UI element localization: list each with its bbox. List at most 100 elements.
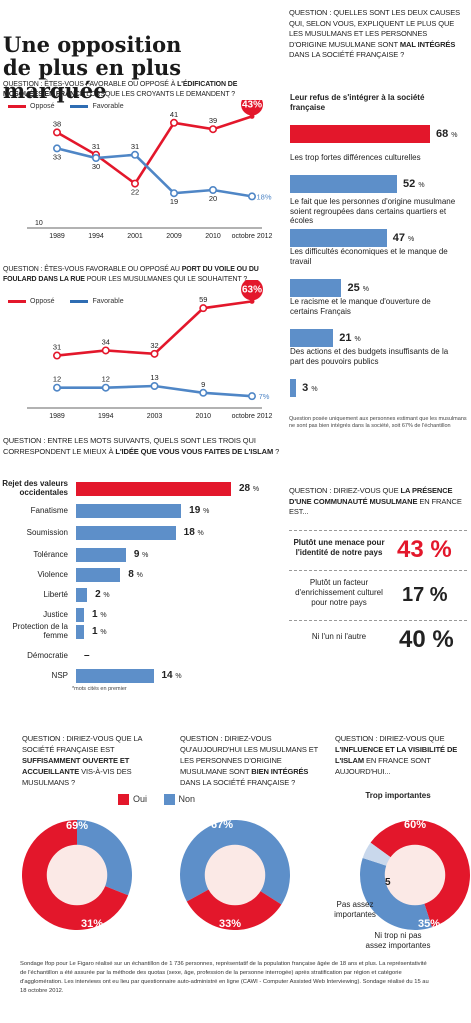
word-bar (76, 548, 126, 562)
donut-charts: 69% 31% 67% 33% 60% 35% 5 Trop importantes Pas a… (22, 791, 470, 950)
donut3-question: QUESTION : DIRIEZ-VOUS QUE L'INFLUENCE E… (335, 734, 458, 776)
data-label: 12 (53, 375, 61, 384)
donut-label: 33% (219, 918, 241, 930)
donut-label: 69% (66, 820, 88, 832)
presence-value-neither: 40 % (399, 626, 454, 653)
donut-category-label: Ni trop ni pas (374, 931, 421, 940)
data-label: 43% (242, 100, 262, 110)
word-label: Soumission (26, 528, 68, 537)
presence-value-enrichment: 17 % (402, 584, 448, 606)
data-point (209, 125, 218, 134)
legend-swatch-favorable (70, 104, 89, 108)
mosques-legend: Opposé Favorable (8, 103, 124, 110)
legend-swatch-oui (118, 794, 129, 806)
data-point (209, 186, 218, 195)
x-tick-label: 2001 (127, 233, 143, 240)
veil-line-chart: 1989 1994 2003 2010 octobre 2012 31 34 32 59 63% 1… (27, 280, 273, 420)
x-tick-label: octobre 2012 (232, 413, 273, 420)
presence-question: QUESTION : DIRIEZ-VOUS QUE LA PRÉSENCE D… (289, 486, 462, 516)
divider (289, 570, 467, 571)
cause-bar (290, 378, 297, 397)
legend-non: Non (178, 794, 196, 804)
word-value: 1 % (92, 609, 107, 620)
legend-oppose: Opposé (30, 103, 55, 110)
legend-swatch-favorable (70, 299, 89, 303)
donut-category-label: importantes (334, 910, 376, 919)
word-value: 1 % (92, 626, 107, 637)
data-point (101, 383, 110, 392)
legend-oui: Oui (133, 794, 148, 804)
cause-bar (290, 278, 342, 297)
data-point (52, 351, 61, 360)
causes-question: QUESTION : QUELLES SONT LES DEUX CAUSES … (289, 8, 461, 59)
words-question: QUESTION : ENTRE LES MOTS SUIVANTS, QUEL… (3, 436, 280, 456)
donut-label: 31% (81, 918, 103, 930)
legend-oppose: Opposé (30, 298, 55, 305)
donut-hole (204, 844, 266, 906)
cause-value: 68 % (436, 127, 458, 140)
data-point (170, 118, 179, 127)
x-tick-label: 2010 (205, 233, 221, 240)
cause-label: Leur refus de s'intégrer à la société fr… (290, 93, 425, 112)
x-tick-label: 2003 (147, 413, 163, 420)
word-value: 2 % (95, 589, 110, 600)
data-point (150, 349, 159, 358)
word-bar (76, 504, 182, 518)
cause-value: 21 % (339, 331, 361, 344)
word-value: 19 % (189, 505, 210, 516)
legend-favorable: Favorable (92, 298, 124, 305)
data-label: 13 (150, 373, 158, 382)
data-point (131, 150, 140, 159)
cause-value: 3 % (302, 381, 318, 394)
word-bar (76, 568, 121, 582)
data-point (150, 382, 159, 391)
data-label: 9 (201, 380, 205, 389)
data-label: 31 (92, 142, 100, 151)
x-tick-label: octobre 2012 (232, 233, 273, 240)
donut-label: 67% (211, 819, 233, 831)
divider (289, 620, 467, 621)
donut-category-label: Pas assez (337, 900, 374, 909)
presence-row-threat: Plutôt une menace pour l'identité de not… (293, 538, 385, 557)
word-label: Rejet des valeurs occidentales (2, 479, 68, 497)
data-label: 7% (259, 392, 270, 401)
data-label: 59 (199, 295, 207, 304)
word-value: 14 % (161, 670, 182, 681)
legend-swatch-oppose (8, 104, 26, 108)
data-label: 18% (256, 192, 271, 201)
x-tick-label: 2010 (195, 413, 211, 420)
words-bar-chart: Rejet des valeurs occidentales 28 % Fanati… (0, 479, 285, 690)
data-point-highlight (241, 100, 263, 116)
donut-label: 60% (404, 819, 426, 831)
cause-value: 25 % (347, 281, 369, 294)
word-bar (76, 669, 154, 683)
data-label: 32 (150, 341, 158, 350)
data-point (52, 144, 61, 153)
y-tick-label: 10 (35, 220, 43, 227)
word-value: 18 % (183, 527, 204, 538)
data-label: 39 (209, 116, 217, 125)
data-label: 63% (242, 284, 262, 295)
data-point (52, 383, 61, 392)
source-note: Sondage Ifop pour Le Figaro réalisé sur … (20, 961, 429, 994)
donut-legend: Oui Non (118, 794, 196, 806)
data-point (101, 346, 110, 355)
word-bar (76, 588, 88, 602)
x-tick-label: 1994 (88, 233, 104, 240)
series-line-oppose (56, 115, 253, 186)
donut-hole (384, 844, 446, 906)
donut-label: 5 (385, 877, 391, 888)
cause-label: Des actions et des budgets insuffisants … (290, 347, 449, 366)
word-label: Protection de la femme (12, 622, 68, 640)
cause-bar (290, 328, 334, 347)
cause-label: Les difficultés économiques et le manque… (290, 247, 448, 266)
data-label: 41 (170, 110, 178, 119)
data-point (249, 298, 255, 304)
causes-bar-chart: Leur refus de s'intégrer à la société fr… (288, 93, 468, 423)
donut2-question: QUESTION : DIRIEZ-VOUS QU'AUJOURD'HUI LE… (180, 734, 318, 787)
data-label: 19 (170, 197, 178, 206)
word-value: 9 % (133, 549, 149, 560)
data-label: 31 (131, 142, 139, 151)
data-point (92, 153, 101, 162)
word-label: Fanatisme (30, 506, 68, 515)
